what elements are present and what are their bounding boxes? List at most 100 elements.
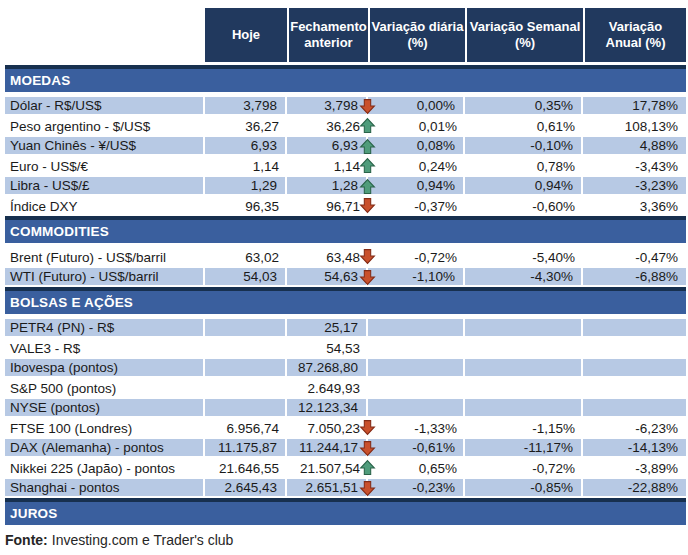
cell-variacao-diaria xyxy=(368,378,465,398)
cell-variacao-diaria: 0,01% xyxy=(368,116,465,136)
cell-fechamento-anterior: 11.244,17 xyxy=(287,438,368,458)
cell-fechamento-anterior: 1,28 xyxy=(287,176,368,196)
cell-fechamento-anterior: 6,93 xyxy=(287,136,368,156)
cell-variacao-anual: -6,23% xyxy=(583,418,686,438)
cell-hoje: 6,93 xyxy=(205,136,287,156)
cell-variacao-diaria xyxy=(368,338,465,358)
cell-hoje: 1,29 xyxy=(205,176,287,196)
cell-variacao-diaria: 0,65% xyxy=(368,458,465,478)
cell-variacao-anual: -0,47% xyxy=(583,247,686,267)
cell-label: FTSE 100 (Londres) xyxy=(5,418,205,438)
source-note: Fonte:Investing.com e Trader's club xyxy=(5,532,686,548)
variacao-diaria-value: 0,00% xyxy=(417,98,455,113)
cell-hoje xyxy=(205,378,287,398)
table-row: VALE3 - R$ 54,53 xyxy=(5,338,686,358)
column-header-variacao-diaria: Variação diária (%) xyxy=(368,8,465,62)
cell-fechamento-anterior: 63,48 xyxy=(287,247,368,267)
source-text: Investing.com e Trader's club xyxy=(52,532,234,548)
cell-variacao-semanal: -0,60% xyxy=(465,196,583,216)
cell-variacao-semanal: -0,72% xyxy=(465,458,583,478)
variacao-diaria-value: -0,61% xyxy=(412,440,455,455)
cell-variacao-diaria: -0,37% xyxy=(368,196,465,216)
market-table: MOEDAS Dólar - R$/US$ 3,798 3,798 0,00% … xyxy=(5,65,686,525)
arrow-down-icon xyxy=(359,480,376,497)
table-row: Shanghai - pontos 2.645,43 2.651,51 -0,2… xyxy=(5,478,686,498)
cell-hoje xyxy=(205,338,287,358)
cell-fechamento-anterior: 54,53 xyxy=(287,338,368,358)
cell-variacao-semanal: -1,15% xyxy=(465,418,583,438)
cell-label: Dólar - R$/US$ xyxy=(5,96,205,116)
cell-variacao-anual xyxy=(583,318,686,338)
cell-variacao-anual: 3,36% xyxy=(583,196,686,216)
cell-hoje: 3,798 xyxy=(205,96,287,116)
cell-variacao-diaria: 0,00% xyxy=(368,96,465,116)
table-row: Libra - US$/£ 1,29 1,28 0,94% 0,94% -3,2… xyxy=(5,176,686,196)
cell-fechamento-anterior: 2.649,93 xyxy=(287,378,368,398)
table-row: S&P 500 (pontos) 2.649,93 xyxy=(5,378,686,398)
cell-hoje: 36,27 xyxy=(205,116,287,136)
cell-hoje: 63,02 xyxy=(205,247,287,267)
cell-label: Peso argentino - $/US$ xyxy=(5,116,205,136)
cell-variacao-anual xyxy=(583,358,686,378)
cell-hoje: 2.645,43 xyxy=(205,478,287,498)
arrow-down-icon xyxy=(359,269,376,286)
cell-variacao-anual: 17,78% xyxy=(583,96,686,116)
cell-fechamento-anterior: 87.268,80 xyxy=(287,358,368,378)
variacao-diaria-value: 0,65% xyxy=(419,461,457,476)
table-row: Euro - US$/€ 1,14 1,14 0,24% 0,78% -3,43… xyxy=(5,156,686,176)
section-header-bolsas-e-acoes: BOLSAS E AÇÕES xyxy=(5,287,686,314)
cell-variacao-anual: -6,88% xyxy=(583,267,686,287)
cell-variacao-diaria: -1,33% xyxy=(368,418,465,438)
cell-hoje: 96,35 xyxy=(205,196,287,216)
cell-hoje xyxy=(205,398,287,418)
cell-label: Libra - US$/£ xyxy=(5,176,205,196)
cell-fechamento-anterior: 3,798 xyxy=(287,96,368,116)
source-label: Fonte: xyxy=(5,532,48,548)
variacao-diaria-value: -1,33% xyxy=(414,421,457,436)
table-row: Brent (Futuro) - US$/barril 63,02 63,48 … xyxy=(5,247,686,267)
arrow-up-icon xyxy=(359,157,376,174)
table-row: NYSE (pontos) 12.123,34 xyxy=(5,398,686,418)
cell-label: NYSE (pontos) xyxy=(5,398,205,418)
cell-variacao-semanal: 0,94% xyxy=(465,176,583,196)
cell-variacao-semanal xyxy=(465,378,583,398)
cell-fechamento-anterior: 2.651,51 xyxy=(287,478,368,498)
arrow-down-icon xyxy=(359,248,376,265)
cell-variacao-anual: -3,43% xyxy=(583,156,686,176)
cell-label: Brent (Futuro) - US$/barril xyxy=(5,247,205,267)
table-row: PETR4 (PN) - R$ 25,17 xyxy=(5,318,686,338)
cell-label: Yuan Chinês - ¥/US$ xyxy=(5,136,205,156)
cell-label: VALE3 - R$ xyxy=(5,338,205,358)
cell-variacao-semanal: -5,40% xyxy=(465,247,583,267)
section-header-commodities: COMMODITIES xyxy=(5,216,686,243)
cell-fechamento-anterior: 36,26 xyxy=(287,116,368,136)
table-row: Ibovespa (pontos) 87.268,80 xyxy=(5,358,686,378)
cell-fechamento-anterior: 1,14 xyxy=(287,156,368,176)
column-header-variacao-semanal: Variação Semanal (%) xyxy=(465,8,583,62)
arrow-up-icon xyxy=(359,459,376,476)
cell-fechamento-anterior: 12.123,34 xyxy=(287,398,368,418)
table-row: Peso argentino - $/US$ 36,27 36,26 0,01%… xyxy=(5,116,686,136)
column-header-hoje: Hoje xyxy=(205,8,287,62)
cell-label: PETR4 (PN) - R$ xyxy=(5,318,205,338)
cell-variacao-semanal: 0,61% xyxy=(465,116,583,136)
cell-hoje: 21.646,55 xyxy=(205,458,287,478)
cell-hoje: 1,14 xyxy=(205,156,287,176)
cell-variacao-semanal: -11,17% xyxy=(465,438,583,458)
cell-variacao-diaria xyxy=(368,398,465,418)
table-row: FTSE 100 (Londres) 6.956,74 7.050,23 -1,… xyxy=(5,418,686,438)
section-header-juros: JUROS xyxy=(5,498,686,525)
cell-label: Euro - US$/€ xyxy=(5,156,205,176)
cell-hoje: 6.956,74 xyxy=(205,418,287,438)
cell-hoje: 11.175,87 xyxy=(205,438,287,458)
table-row: Índice DXY 96,35 96,71 -0,37% -0,60% 3,3… xyxy=(5,196,686,216)
cell-variacao-anual: -14,13% xyxy=(583,438,686,458)
variacao-diaria-value: -1,10% xyxy=(412,269,455,284)
cell-variacao-diaria: -0,23% xyxy=(368,478,465,498)
variacao-diaria-value: 0,94% xyxy=(417,178,455,193)
cell-variacao-diaria xyxy=(368,318,465,338)
cell-hoje: 54,03 xyxy=(205,267,287,287)
variacao-diaria-value: 0,24% xyxy=(419,159,457,174)
cell-label: Nikkei 225 (Japão) - pontos xyxy=(5,458,205,478)
cell-variacao-semanal xyxy=(465,358,583,378)
